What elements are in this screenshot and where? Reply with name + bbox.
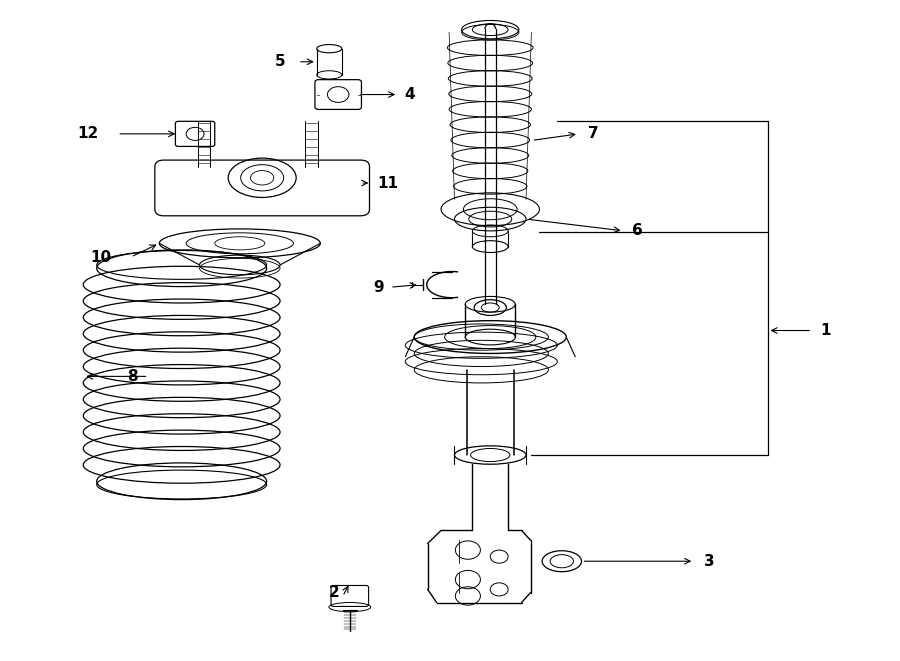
Text: 10: 10: [91, 250, 112, 264]
Text: 7: 7: [588, 126, 598, 141]
Text: 12: 12: [77, 126, 98, 141]
Text: 5: 5: [274, 54, 285, 69]
Text: 4: 4: [404, 87, 415, 102]
Text: 2: 2: [328, 585, 339, 600]
Text: 8: 8: [127, 369, 138, 384]
Text: 11: 11: [377, 176, 398, 190]
Text: 9: 9: [374, 280, 383, 295]
Text: 6: 6: [633, 223, 643, 239]
Text: 1: 1: [821, 323, 831, 338]
Text: 3: 3: [704, 554, 715, 568]
